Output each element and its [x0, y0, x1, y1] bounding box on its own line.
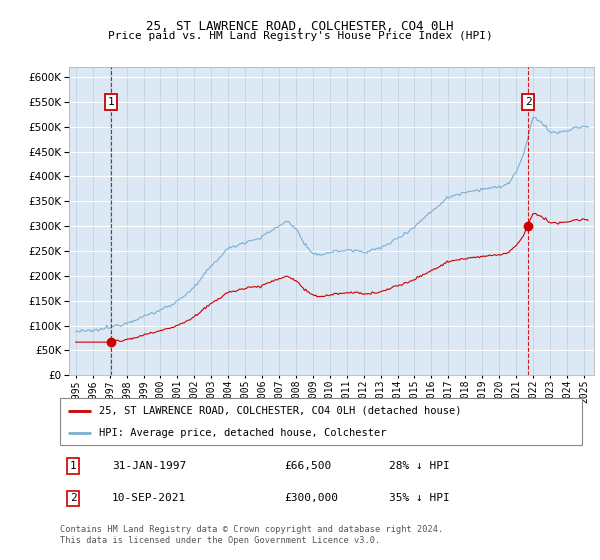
Text: 35% ↓ HPI: 35% ↓ HPI [389, 493, 449, 503]
Text: £300,000: £300,000 [284, 493, 338, 503]
Text: 2: 2 [525, 97, 532, 107]
Text: 1: 1 [70, 461, 76, 471]
Text: Contains HM Land Registry data © Crown copyright and database right 2024.
This d: Contains HM Land Registry data © Crown c… [60, 525, 443, 545]
Text: 31-JAN-1997: 31-JAN-1997 [112, 461, 187, 471]
Text: 25, ST LAWRENCE ROAD, COLCHESTER, CO4 0LH (detached house): 25, ST LAWRENCE ROAD, COLCHESTER, CO4 0L… [99, 406, 461, 416]
Text: HPI: Average price, detached house, Colchester: HPI: Average price, detached house, Colc… [99, 428, 386, 438]
Text: 2: 2 [70, 493, 76, 503]
FancyBboxPatch shape [60, 398, 582, 445]
Text: 10-SEP-2021: 10-SEP-2021 [112, 493, 187, 503]
Text: 25, ST LAWRENCE ROAD, COLCHESTER, CO4 0LH: 25, ST LAWRENCE ROAD, COLCHESTER, CO4 0L… [146, 20, 454, 32]
Text: 1: 1 [107, 97, 115, 107]
Text: £66,500: £66,500 [284, 461, 332, 471]
Text: Price paid vs. HM Land Registry's House Price Index (HPI): Price paid vs. HM Land Registry's House … [107, 31, 493, 41]
Text: 28% ↓ HPI: 28% ↓ HPI [389, 461, 449, 471]
